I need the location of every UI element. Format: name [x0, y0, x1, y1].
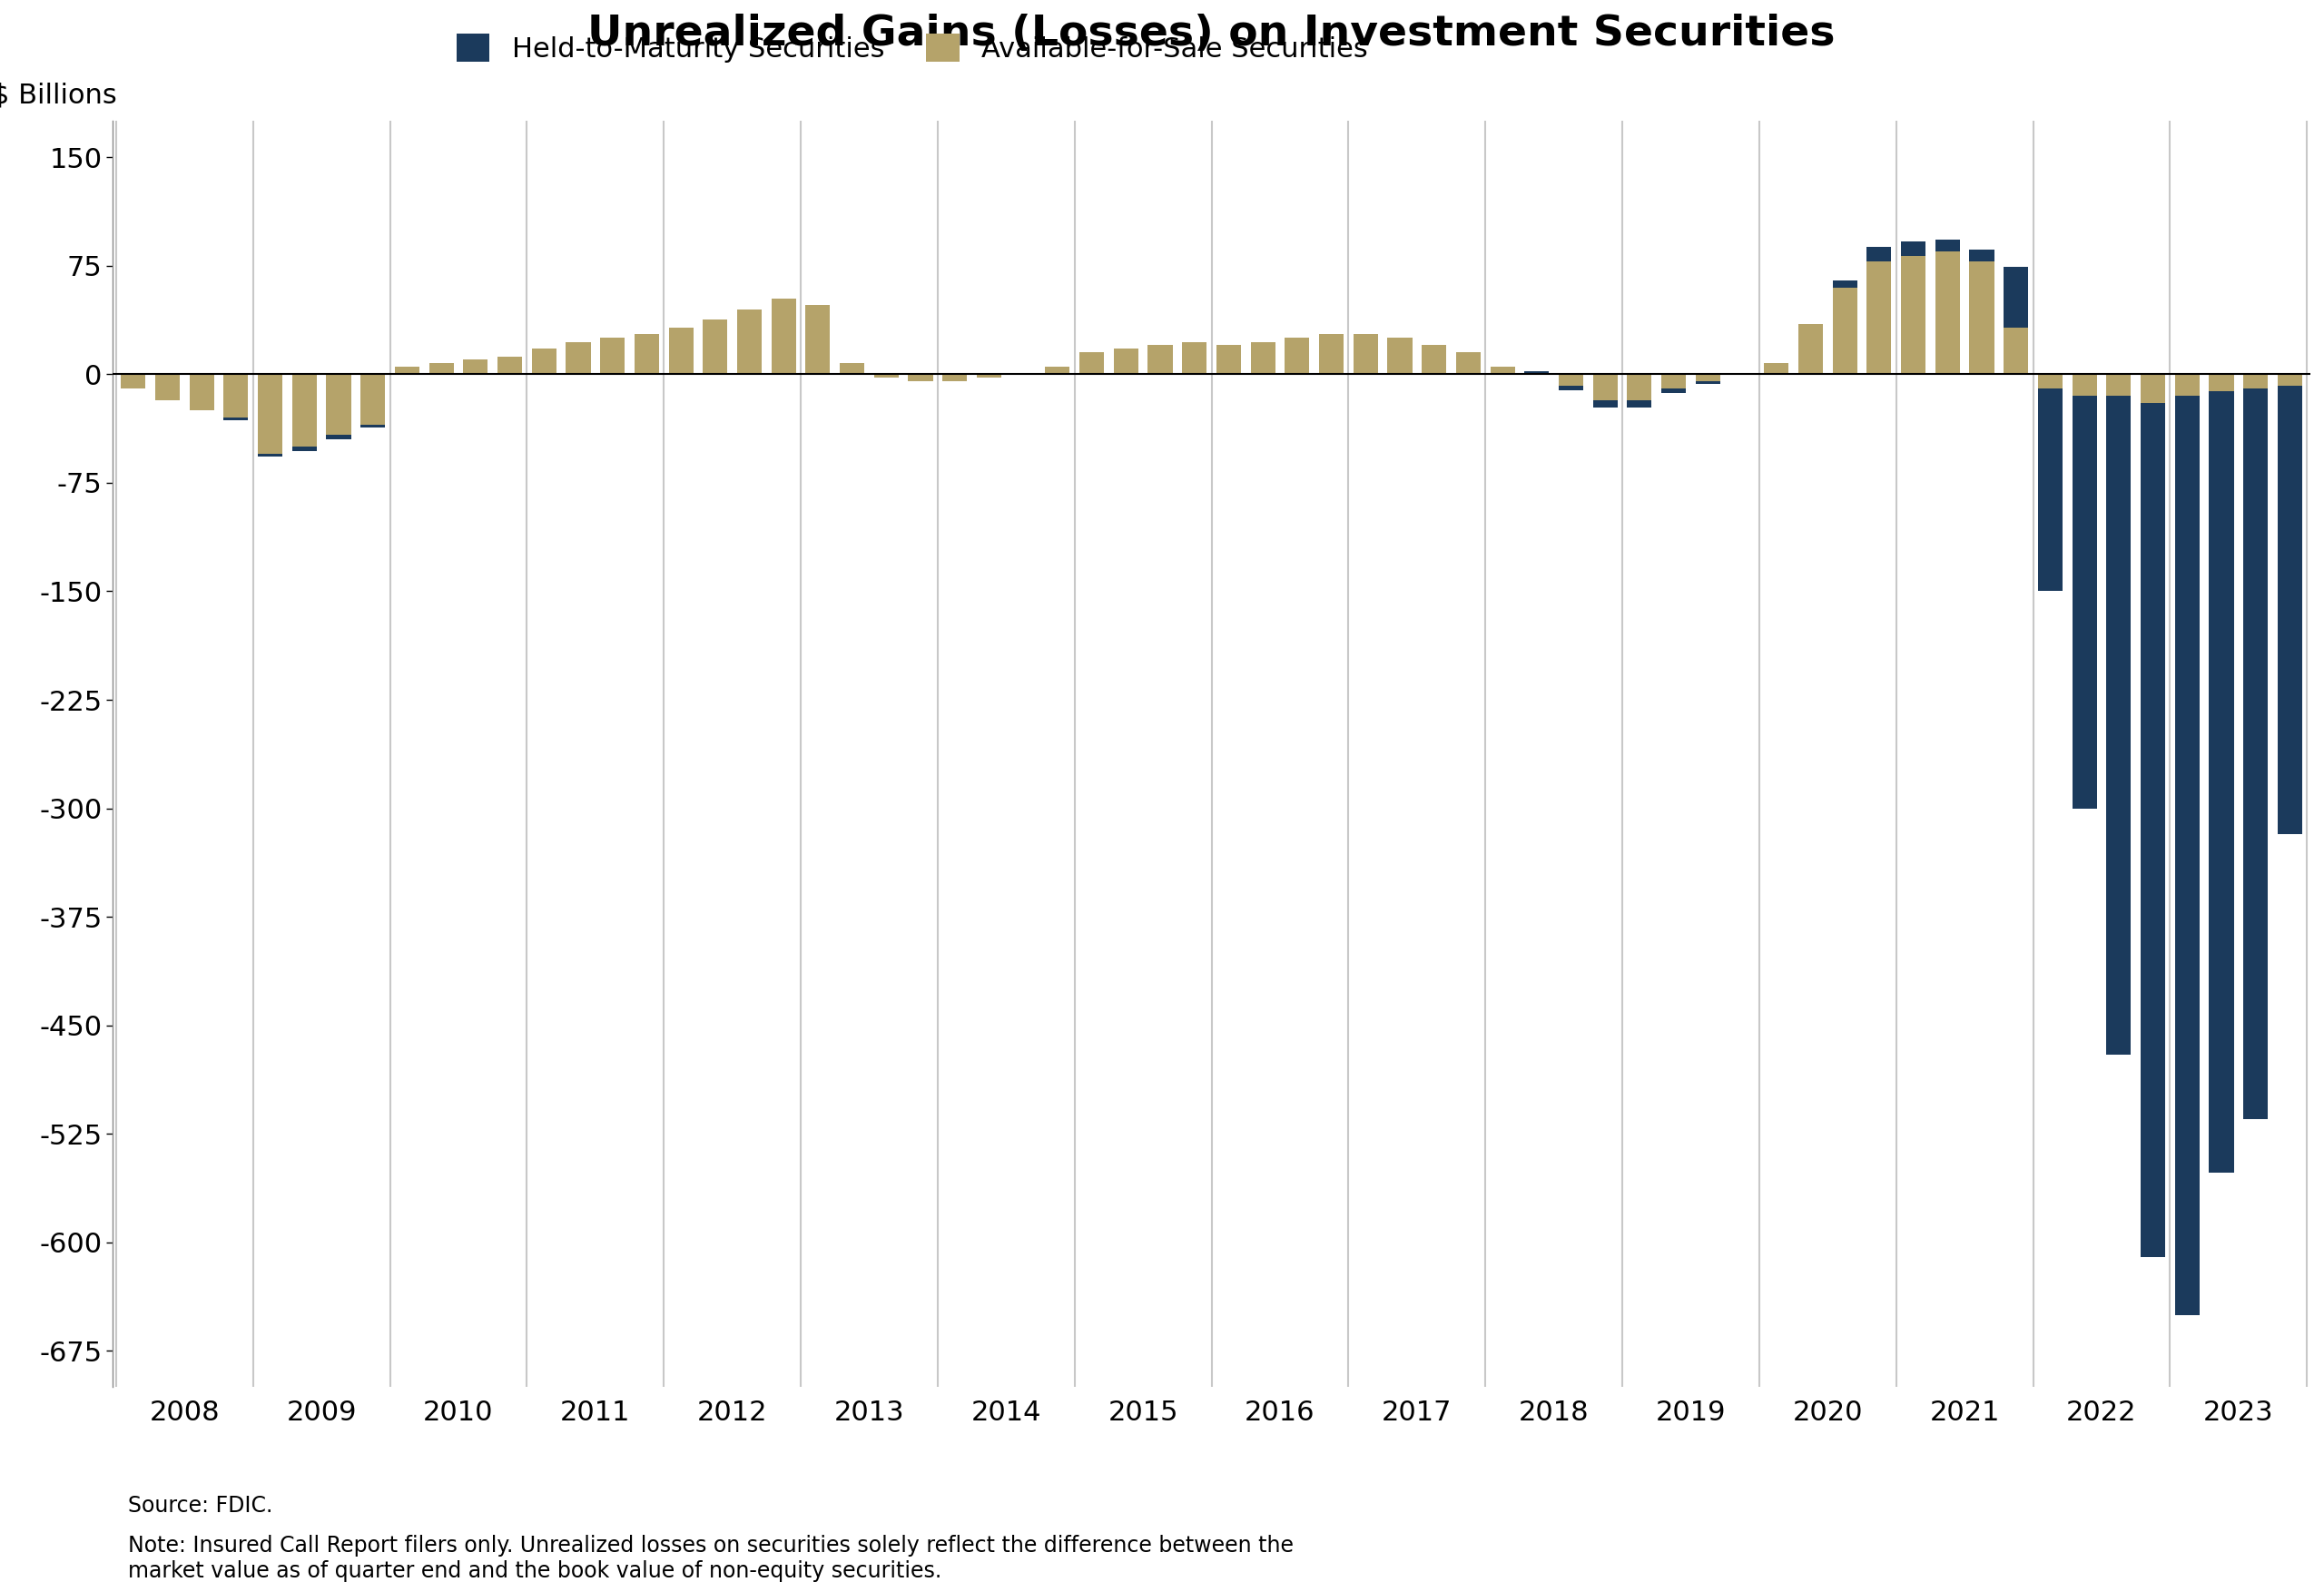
Bar — [1422, 345, 1446, 375]
Bar — [1697, 381, 1720, 384]
Bar — [1250, 342, 1276, 375]
Bar — [2038, 389, 2061, 592]
Bar — [874, 375, 899, 377]
Bar — [1834, 280, 1857, 288]
Bar — [156, 375, 179, 400]
Bar — [532, 348, 555, 375]
Bar — [2243, 375, 2268, 389]
Bar — [2278, 386, 2303, 834]
Bar — [1834, 288, 1857, 375]
Bar — [2003, 267, 2029, 327]
Bar — [2106, 375, 2131, 396]
Bar — [223, 375, 249, 418]
Bar — [1285, 339, 1308, 375]
Title: Unrealized Gains (Losses) on Investment Securities: Unrealized Gains (Losses) on Investment … — [588, 14, 1836, 54]
Bar — [2210, 392, 2233, 1172]
Bar — [1078, 353, 1104, 375]
Bar — [1387, 339, 1413, 375]
Bar — [1592, 375, 1618, 400]
Bar — [1046, 367, 1069, 375]
Bar — [1627, 375, 1652, 400]
Bar — [462, 359, 488, 375]
Bar — [1968, 261, 1994, 375]
Bar — [293, 446, 316, 451]
Bar — [325, 435, 351, 440]
Bar — [2140, 375, 2166, 403]
Bar — [2106, 396, 2131, 1054]
Bar — [395, 367, 418, 375]
Bar — [909, 375, 932, 381]
Bar — [121, 375, 146, 389]
Bar — [1455, 353, 1480, 375]
Bar — [188, 375, 214, 410]
Bar — [223, 418, 249, 421]
Bar — [325, 375, 351, 435]
Bar — [2140, 403, 2166, 1256]
Bar — [258, 454, 284, 457]
Bar — [806, 305, 830, 375]
Bar — [1866, 247, 1892, 261]
Bar — [1697, 375, 1720, 381]
Bar — [430, 362, 453, 375]
Bar — [1936, 252, 1959, 375]
Bar — [2175, 375, 2199, 396]
Bar — [976, 375, 1002, 377]
Bar — [702, 320, 727, 375]
Bar — [1662, 389, 1685, 392]
Bar — [669, 327, 693, 375]
Bar — [2038, 375, 2061, 389]
Bar — [258, 375, 284, 454]
Bar — [567, 342, 590, 375]
Bar — [772, 299, 795, 375]
Bar — [2243, 389, 2268, 1120]
Text: Note: Insured Call Report filers only. Unrealized losses on securities solely re: Note: Insured Call Report filers only. U… — [128, 1535, 1294, 1582]
Bar — [1113, 348, 1139, 375]
Bar — [600, 339, 625, 375]
Bar — [1901, 240, 1927, 256]
Bar — [2210, 375, 2233, 392]
Bar — [2073, 375, 2096, 396]
Bar — [2175, 396, 2199, 1315]
Bar — [634, 334, 660, 375]
Bar — [1525, 372, 1550, 375]
Bar — [737, 308, 762, 375]
Bar — [497, 358, 523, 375]
Bar — [1901, 256, 1927, 375]
Bar — [1764, 362, 1789, 375]
Bar — [1353, 334, 1378, 375]
Bar — [360, 426, 386, 427]
Bar — [1320, 334, 1343, 375]
Text: $ Billions: $ Billions — [0, 82, 116, 108]
Bar — [1183, 342, 1206, 375]
Bar — [1559, 386, 1583, 391]
Bar — [1968, 250, 1994, 261]
Legend: Held-to-Maturity Securities, Available-for-Sale Securities: Held-to-Maturity Securities, Available-f… — [456, 33, 1369, 63]
Bar — [293, 375, 316, 446]
Bar — [2003, 327, 2029, 375]
Bar — [2073, 396, 2096, 808]
Bar — [1662, 375, 1685, 389]
Bar — [1592, 400, 1618, 408]
Text: Source: FDIC.: Source: FDIC. — [128, 1495, 272, 1517]
Bar — [1490, 367, 1515, 375]
Bar — [1215, 345, 1241, 375]
Bar — [360, 375, 386, 426]
Bar — [1936, 239, 1959, 252]
Bar — [1799, 324, 1822, 375]
Bar — [1627, 400, 1652, 408]
Bar — [1559, 375, 1583, 386]
Bar — [839, 362, 865, 375]
Bar — [1866, 261, 1892, 375]
Bar — [1525, 372, 1550, 375]
Bar — [2278, 375, 2303, 386]
Bar — [944, 375, 967, 381]
Bar — [1148, 345, 1174, 375]
